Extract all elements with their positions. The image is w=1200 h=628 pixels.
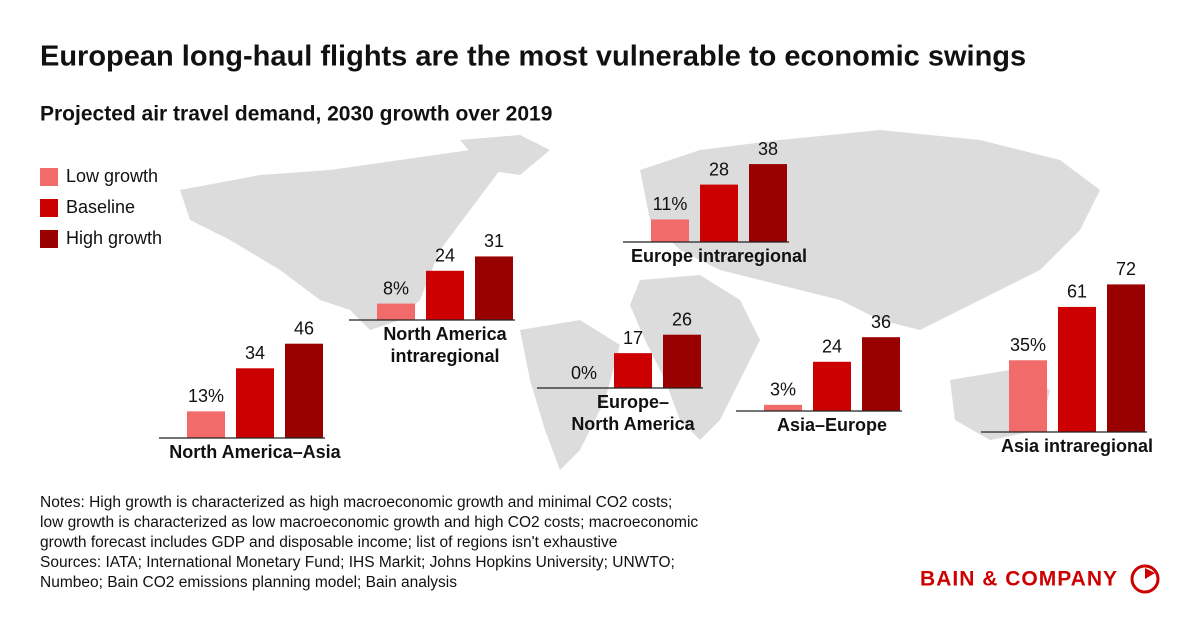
note: Numbeo; Bain CO2 emissions planning mode… [40, 574, 457, 591]
group-label: Asia intraregional [1001, 436, 1153, 456]
bar-group: 35% 61 72 Asia intraregional [981, 259, 1153, 456]
group-label: Europe intraregional [631, 246, 807, 266]
bar [187, 411, 225, 438]
group-label: North America [571, 414, 695, 434]
legend-label: Baseline [66, 197, 135, 217]
value-label: 26 [672, 309, 692, 329]
brand-icon-mark [1145, 568, 1155, 579]
note: growth forecast includes GDP and disposa… [40, 534, 617, 551]
value-label: 31 [484, 231, 504, 251]
bar [475, 256, 513, 320]
brand-name: BAIN & COMPANY [920, 568, 1118, 591]
bar [862, 337, 900, 411]
bar [614, 353, 652, 388]
group-label: North America–Asia [169, 442, 341, 462]
value-label: 36 [871, 312, 891, 332]
bar [764, 404, 802, 411]
value-label: 3% [770, 380, 796, 400]
bar [813, 361, 851, 411]
legend-swatch [40, 199, 58, 217]
value-label: 13% [188, 386, 224, 406]
bar [663, 334, 701, 388]
bar [651, 219, 689, 242]
value-label: 72 [1116, 259, 1136, 279]
bar-group: 11% 28 38 Europe intraregional [623, 139, 807, 266]
bar [285, 343, 323, 438]
value-label: 61 [1067, 282, 1087, 302]
legend-label: High growth [66, 228, 162, 248]
value-label: 11% [653, 194, 688, 214]
value-label: 24 [435, 246, 455, 266]
bar [1009, 360, 1047, 432]
bar-group: 0% 17 26 Europe–North America [537, 309, 703, 434]
bar-group: 13% 34 46 North America–Asia [159, 318, 342, 462]
value-label: 38 [758, 139, 778, 159]
note: Notes: High growth is characterized as h… [40, 494, 672, 511]
bar [700, 184, 738, 242]
value-label: 17 [623, 328, 643, 348]
group-label: Europe– [597, 392, 669, 412]
value-label: 35% [1010, 335, 1046, 355]
title: European long-haul flights are the most … [40, 41, 1026, 73]
bar [426, 270, 464, 320]
value-label: 34 [245, 343, 265, 363]
subtitle: Projected air travel demand, 2030 growth… [40, 103, 552, 126]
legend-swatch [40, 168, 58, 186]
value-label: 0% [571, 363, 597, 383]
bar [749, 164, 787, 242]
bar-group: 3% 24 36 Asia–Europe [736, 312, 902, 435]
group-label: intraregional [390, 346, 499, 366]
value-label: 24 [822, 337, 842, 357]
note: Sources: IATA; International Monetary Fu… [40, 554, 675, 571]
group-label: Asia–Europe [777, 415, 887, 435]
legend-swatch [40, 230, 58, 248]
value-label: 46 [294, 318, 314, 338]
bar [1107, 284, 1145, 432]
value-label: 8% [383, 278, 409, 298]
group-label: North America [383, 324, 507, 344]
note: low growth is characterized as low macro… [40, 514, 698, 531]
brand-icon [1130, 564, 1160, 594]
legend-label: Low growth [66, 166, 158, 186]
value-label: 28 [709, 159, 729, 179]
brand-logo: BAIN & COMPANY [920, 564, 1160, 594]
bar [1058, 306, 1096, 432]
bar [236, 368, 274, 438]
bar [377, 303, 415, 320]
